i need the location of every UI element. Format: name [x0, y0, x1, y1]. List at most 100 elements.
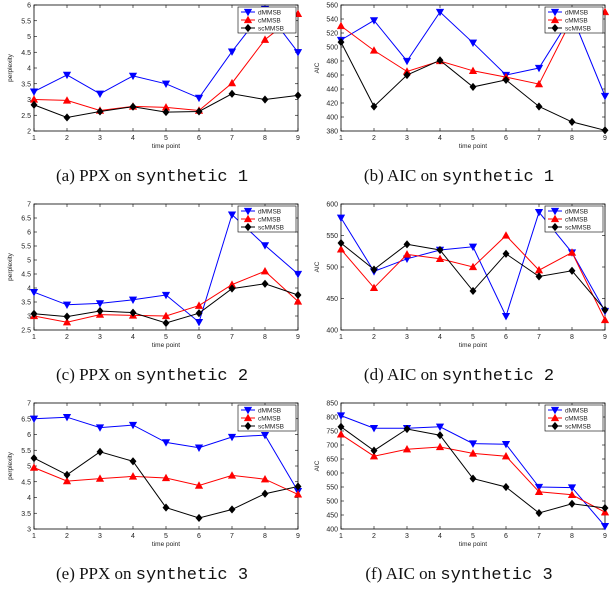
legend-swatch-marker: [550, 8, 560, 17]
x-tick-label: 7: [230, 135, 234, 142]
y-tick-label: 3.5: [21, 300, 31, 307]
x-tick-label: 9: [603, 334, 607, 341]
data-point: [63, 113, 71, 122]
data-point: [30, 100, 38, 109]
data-point: [369, 283, 379, 291]
caption-prefix: (c) PPX on: [55, 365, 132, 384]
series-cmmsb: [336, 430, 610, 516]
panel-e: 1 2 3 4 5 6 7 8 9 3 3.5 4 4.5 5 5.5 6 6.5 7 time point perp…: [2, 398, 303, 597]
x-axis-label: time point: [152, 143, 180, 150]
y-axis-label: AIC: [314, 460, 321, 471]
data-point: [63, 470, 71, 479]
data-point: [534, 79, 544, 88]
legend-swatch-marker: [243, 207, 253, 216]
data-point: [435, 254, 445, 262]
x-tick-label: 8: [570, 135, 574, 142]
data-point: [601, 305, 609, 314]
legend-label: dMMSB: [258, 407, 281, 414]
y-tick-label: 4.5: [21, 479, 31, 486]
x-tick-label: 6: [504, 135, 508, 142]
x-tick-label: 9: [296, 135, 300, 142]
y-axis-label: perplexity: [7, 252, 14, 281]
data-point: [369, 451, 379, 460]
y-tick-label: 3: [27, 97, 31, 104]
legend-swatch-marker: [243, 214, 253, 223]
y-tick-label: 550: [326, 233, 338, 240]
caption-dataset: synthetic 1: [441, 168, 555, 187]
data-point: [601, 126, 609, 135]
x-tick-label: 1: [32, 135, 36, 142]
data-point: [501, 440, 511, 449]
x-tick-label: 3: [405, 334, 409, 341]
y-tick-label: 440: [326, 87, 338, 94]
x-tick-label: 3: [98, 135, 102, 142]
y-tick-label: 500: [326, 45, 338, 52]
data-point: [568, 499, 576, 508]
data-point: [501, 231, 511, 239]
data-point: [293, 49, 303, 57]
series-scmmsb: [30, 279, 302, 328]
y-tick-label: 2.5: [21, 113, 31, 120]
x-tick-label: 2: [372, 533, 376, 540]
data-point: [294, 482, 302, 491]
x-tick-label: 5: [471, 334, 475, 341]
legend-label: scMMSB: [565, 25, 591, 32]
legend-label: scMMSB: [565, 224, 591, 231]
y-tick-label: 800: [326, 415, 338, 422]
data-point: [30, 309, 38, 318]
series-scmmsb: [30, 89, 302, 122]
x-tick-label: 6: [197, 135, 201, 142]
data-point: [260, 266, 270, 275]
chart-aic-synthetic-2: 1 2 3 4 5 6 7 8 9 400 450 500 550 600 time point AIC dMM…: [314, 202, 610, 349]
x-tick-label: 8: [263, 334, 267, 341]
x-tick-label: 3: [405, 135, 409, 142]
data-point: [161, 473, 171, 482]
data-point: [336, 214, 346, 223]
data-point: [436, 245, 444, 255]
x-tick-label: 4: [131, 135, 135, 142]
data-point: [337, 238, 345, 248]
x-tick-label: 3: [98, 334, 102, 341]
y-tick-label: 6.5: [21, 416, 31, 423]
y-tick-label: 500: [326, 265, 338, 272]
data-point: [227, 78, 237, 87]
panel-a: 1 2 3 4 5 6 7 8 9 2 2.5 3 3.5 4 4.5 5 5.5 6 time point perp…: [2, 0, 303, 199]
caption-prefix: (b) AIC on: [363, 166, 438, 185]
series-cmmsb: [336, 231, 610, 324]
y-tick-label: 4: [27, 66, 31, 73]
x-tick-label: 5: [164, 135, 168, 142]
series-scmmsb: [30, 447, 302, 523]
data-point: [162, 503, 170, 512]
data-point: [194, 481, 204, 489]
x-tick-label: 1: [339, 533, 343, 540]
data-point: [95, 90, 105, 99]
panel-d: 1 2 3 4 5 6 7 8 9 400 450 500 550 600 time point AIC dMM…: [309, 199, 610, 398]
y-tick-label: 6.5: [21, 216, 31, 223]
data-point: [62, 413, 72, 422]
x-tick-label: 9: [296, 533, 300, 540]
x-tick-label: 5: [164, 334, 168, 341]
caption-d: (d) AIC on synthetic 2: [309, 365, 609, 386]
y-tick-label: 4.5: [21, 272, 31, 279]
y-tick-label: 400: [326, 115, 338, 122]
data-point: [162, 108, 170, 117]
data-point: [369, 46, 379, 54]
x-tick-label: 6: [197, 533, 201, 540]
legend-swatch-marker: [550, 214, 560, 223]
legend-label: cMMSB: [258, 17, 281, 24]
series-scmmsb: [337, 422, 609, 518]
y-tick-label: 3.5: [21, 81, 31, 88]
data-point: [468, 39, 478, 48]
y-tick-label: 2: [27, 129, 31, 136]
x-tick-label: 2: [65, 533, 69, 540]
legend-swatch-marker: [551, 421, 559, 431]
data-point: [293, 490, 303, 498]
data-point: [502, 249, 510, 258]
legend-label: cMMSB: [565, 415, 588, 422]
y-tick-label: 6: [27, 432, 31, 439]
